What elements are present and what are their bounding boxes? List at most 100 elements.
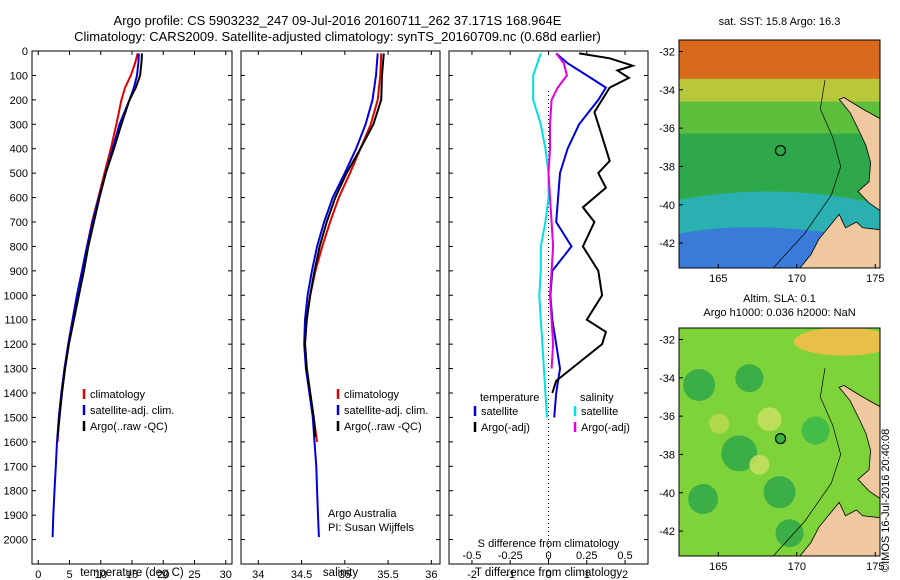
x-tick-label: 0 bbox=[35, 569, 41, 580]
s-tick-label: -0.25 bbox=[498, 550, 523, 562]
sla-anomaly-blob bbox=[683, 369, 716, 401]
y-tick-label: 200 bbox=[10, 95, 28, 107]
y-tick-label: 1200 bbox=[4, 339, 28, 351]
lon-tick-label: 170 bbox=[788, 561, 806, 573]
bathymetry-contour bbox=[772, 80, 842, 268]
s-tick-label: 0 bbox=[545, 550, 551, 562]
series-line-differences-0 bbox=[549, 52, 608, 418]
annotation-text: PI: Susan Wijffels bbox=[328, 522, 414, 534]
sla-anomaly-blob bbox=[735, 364, 764, 393]
s-tick-label: 0.5 bbox=[617, 550, 632, 562]
sla-anomaly-blob bbox=[763, 476, 796, 509]
series-line-differences-3 bbox=[547, 52, 568, 369]
x-tick-label: 10 bbox=[95, 569, 107, 580]
legend-label: satellite-adj. clim. bbox=[90, 405, 174, 417]
legend-label: satellite bbox=[581, 406, 618, 418]
lat-tick-label: -32 bbox=[659, 46, 675, 58]
sla-anomaly-blob bbox=[775, 519, 804, 548]
legend-label: Argo(-adj) bbox=[481, 422, 530, 434]
lat-tick-label: -42 bbox=[659, 238, 675, 250]
x-tick-label: 25 bbox=[188, 569, 200, 580]
y-tick-label: 100 bbox=[10, 70, 28, 82]
axes-salinity bbox=[240, 50, 441, 565]
y-tick-label: 800 bbox=[10, 241, 28, 253]
legend-label: climatology bbox=[344, 389, 400, 401]
lat-tick-label: -32 bbox=[659, 334, 675, 346]
s-tick-label: 0.25 bbox=[576, 550, 597, 562]
legend-label: Argo(..raw -QC) bbox=[90, 421, 168, 433]
land-north-island bbox=[838, 385, 880, 499]
y-tick-label: 1300 bbox=[4, 364, 28, 376]
sla-anomaly-blob bbox=[688, 484, 719, 514]
legend-label: climatology bbox=[90, 389, 146, 401]
y-tick-label: 500 bbox=[10, 168, 28, 180]
axes-frame-salinity bbox=[240, 50, 441, 565]
float-position-marker bbox=[774, 144, 787, 157]
legend-label: satellite-adj. clim. bbox=[344, 405, 428, 417]
x-tick-label: 35.5 bbox=[377, 569, 398, 580]
land-south-island bbox=[799, 213, 880, 268]
legend-label: Argo(-adj) bbox=[581, 422, 630, 434]
bathymetry-contour bbox=[772, 368, 842, 556]
axes-frame-temperature bbox=[31, 50, 233, 565]
legend-heading: temperature bbox=[480, 392, 539, 404]
lat-tick-label: -42 bbox=[659, 526, 675, 538]
lat-tick-label: -40 bbox=[659, 488, 675, 500]
s-tick-label: -0.5 bbox=[462, 550, 481, 562]
x-tick-label: 5 bbox=[66, 569, 72, 580]
title-line-2: Climatology: CARS2009. Satellite-adjuste… bbox=[74, 29, 601, 44]
lat-tick-label: -34 bbox=[659, 85, 675, 97]
lon-tick-label: 175 bbox=[866, 273, 884, 285]
annotation-text: Argo Australia bbox=[328, 508, 397, 520]
sla-anomaly-blob bbox=[757, 407, 782, 432]
lat-tick-label: -36 bbox=[659, 411, 675, 423]
y-tick-label: 1600 bbox=[4, 437, 28, 449]
lon-tick-label: 165 bbox=[709, 561, 727, 573]
lat-tick-label: -34 bbox=[659, 373, 675, 385]
map-field-sst bbox=[679, 40, 880, 268]
y-tick-label: 400 bbox=[10, 144, 28, 156]
land-north-island bbox=[838, 97, 880, 211]
lat-tick-label: -36 bbox=[659, 123, 675, 135]
lon-tick-label: 165 bbox=[709, 273, 727, 285]
x-tick-label: 30 bbox=[220, 569, 232, 580]
y-tick-label: 1000 bbox=[4, 290, 28, 302]
y-tick-label: 2000 bbox=[4, 535, 28, 547]
title-line-1: Argo profile: CS 5903232_247 09-Jul-2016… bbox=[113, 13, 562, 28]
map-field-sla bbox=[679, 328, 880, 556]
timestamp-label: ©IMOS 16-Jul-2016 20:40:08 bbox=[880, 428, 892, 572]
legend-label: Argo(..raw -QC) bbox=[344, 421, 422, 433]
series-line-salinity-1 bbox=[303, 53, 379, 538]
series-line-differences-1 bbox=[551, 52, 637, 394]
y-tick-label: 600 bbox=[10, 193, 28, 205]
axes-differences bbox=[448, 50, 649, 565]
x-axis-label: salinity bbox=[323, 567, 358, 579]
x-tick-label: 1 bbox=[584, 569, 590, 580]
lon-tick-label: 175 bbox=[866, 561, 884, 573]
map-sla bbox=[678, 327, 881, 557]
y-tick-label: 1800 bbox=[4, 486, 28, 498]
legend-label: satellite bbox=[481, 406, 518, 418]
y-tick-label: 1100 bbox=[4, 315, 28, 327]
x-axis-label: temperature (deg C) bbox=[80, 567, 184, 579]
lat-tick-label: -38 bbox=[659, 161, 675, 173]
x-tick-label: 15 bbox=[126, 569, 138, 580]
sla-anomaly-blob bbox=[709, 413, 730, 434]
x-tick-label: 35 bbox=[339, 569, 351, 580]
sla-anomaly-blob bbox=[749, 454, 770, 475]
s-axis-label: S difference from climatology bbox=[478, 538, 620, 550]
legend-heading: salinity bbox=[580, 392, 614, 404]
axes-temperature bbox=[31, 50, 233, 565]
y-tick-label: 1900 bbox=[4, 510, 28, 522]
y-tick-label: 1400 bbox=[4, 388, 28, 400]
y-tick-label: 300 bbox=[10, 119, 28, 131]
x-tick-label: 34 bbox=[252, 569, 264, 580]
x-tick-label: -2 bbox=[467, 569, 477, 580]
x-tick-label: 20 bbox=[157, 569, 169, 580]
map-subtitle: Argo h1000: 0.036 h2000: NaN bbox=[703, 307, 855, 319]
x-axis-label: T difference from climatology bbox=[475, 567, 622, 579]
sla-high-anomaly bbox=[793, 328, 880, 356]
x-tick-label: -1 bbox=[505, 569, 515, 580]
sla-anomaly-blob bbox=[721, 435, 758, 472]
